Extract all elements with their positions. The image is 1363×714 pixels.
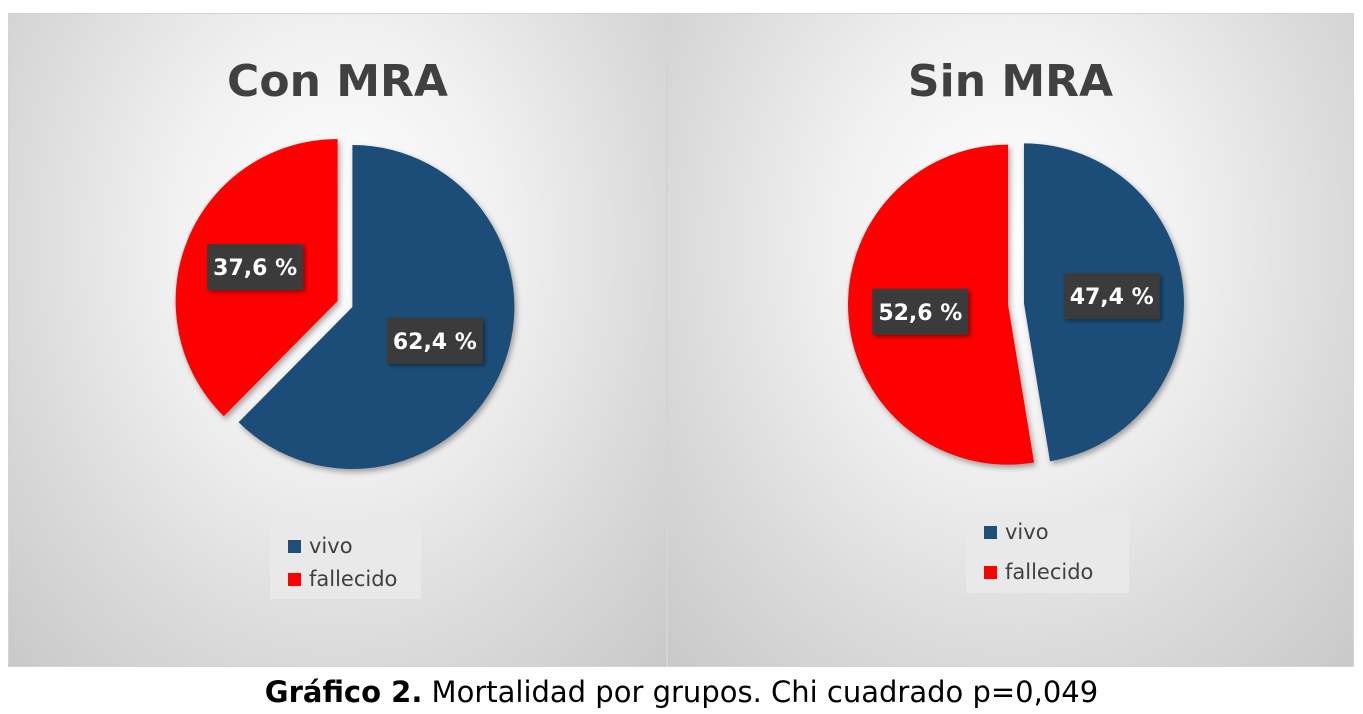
legend-item-fallecido: fallecido bbox=[984, 559, 1093, 585]
legend-swatch-fallecido bbox=[288, 572, 301, 586]
legend-label-vivo: vivo bbox=[309, 534, 353, 558]
data-label-vivo: 62,4 % bbox=[386, 317, 483, 364]
legend: vivo fallecido bbox=[966, 512, 1129, 593]
pie-chart-con-mra: 62,4 % 37,6 % bbox=[175, 138, 515, 470]
data-label-text: 62,4 % bbox=[393, 330, 477, 355]
data-label-box bbox=[1063, 273, 1160, 320]
legend-item-vivo: vivo bbox=[984, 519, 1049, 545]
legend: vivo fallecido bbox=[270, 522, 421, 599]
data-label-box bbox=[872, 288, 969, 335]
figure-caption: Gráfico 2. Mortalidad por grupos. Chi cu… bbox=[0, 670, 1363, 714]
caption-text: Mortalidad por grupos. Chi cuadrado p=0,… bbox=[422, 675, 1099, 709]
data-label-fallecido: 52,6 % bbox=[872, 288, 969, 335]
data-label-text: 52,6 % bbox=[878, 301, 962, 326]
legend-item-fallecido: fallecido bbox=[288, 566, 397, 592]
data-label-fallecido: 37,6 % bbox=[207, 244, 304, 291]
chart-panel-sin-mra: Sin MRA 47,4 % 52,6 % vivo fallecido bbox=[667, 13, 1354, 667]
data-label-box bbox=[207, 244, 304, 291]
data-label-vivo: 47,4 % bbox=[1063, 273, 1160, 320]
legend-swatch-fallecido bbox=[984, 565, 997, 579]
chart-title: Con MRA bbox=[227, 56, 448, 107]
data-label-box bbox=[386, 317, 483, 364]
legend-item-vivo: vivo bbox=[288, 533, 353, 559]
chart-title: Sin MRA bbox=[907, 56, 1114, 107]
legend-swatch-vivo bbox=[288, 539, 301, 553]
pie-chart-sin-mra: 47,4 % 52,6 % bbox=[848, 143, 1184, 465]
legend-label-vivo: vivo bbox=[1005, 520, 1049, 544]
chart-panel-con-mra: Con MRA 62,4 % 37,6 % vivo fallecido bbox=[8, 13, 667, 667]
caption-label: Gráfico 2. bbox=[264, 675, 423, 709]
legend-label-fallecido: fallecido bbox=[1005, 560, 1094, 584]
legend-label-fallecido: fallecido bbox=[309, 567, 398, 591]
legend-swatch-vivo bbox=[984, 525, 997, 539]
data-label-text: 37,6 % bbox=[213, 256, 297, 281]
pie-slice-vivo bbox=[238, 145, 515, 470]
data-label-text: 47,4 % bbox=[1070, 285, 1154, 310]
